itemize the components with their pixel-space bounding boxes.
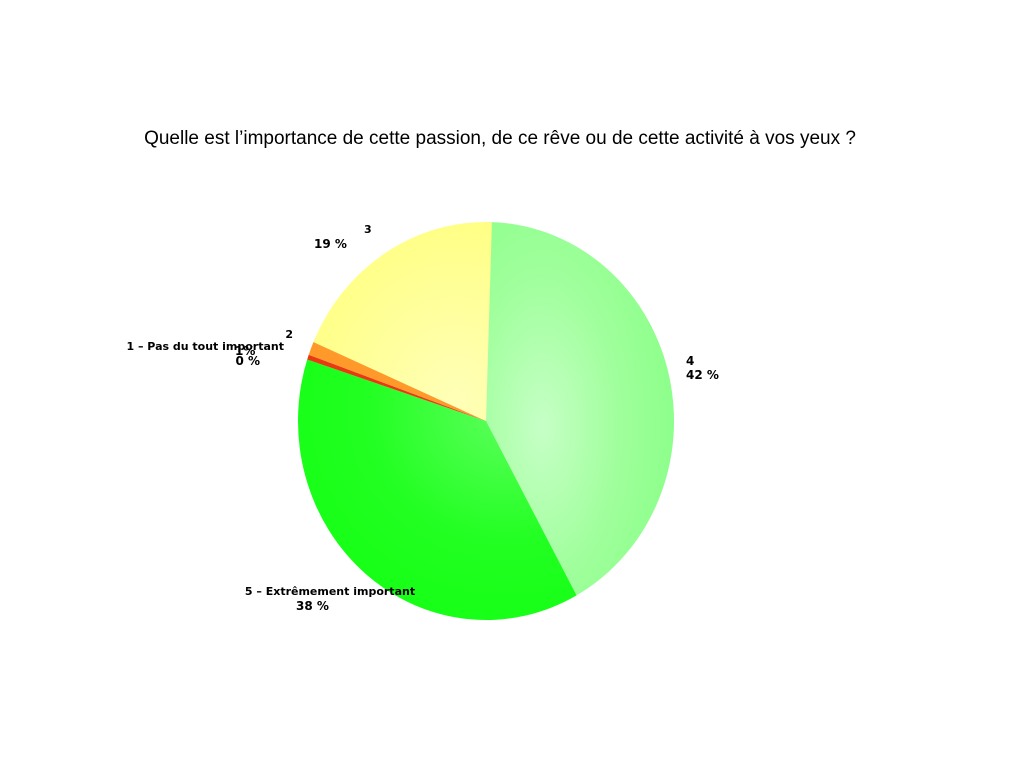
pie-slice-5 xyxy=(313,222,492,421)
slice-value-label: 19 % xyxy=(314,237,347,251)
label-slice-4: 4 42 % xyxy=(686,354,719,382)
slice-value-label: 1% xyxy=(235,344,256,358)
pie-slice-1 xyxy=(486,222,675,596)
slice-category-label: 3 xyxy=(364,223,372,236)
slice-category-label: 2 xyxy=(285,328,293,341)
label-slice-3: 3 19 % xyxy=(314,223,372,251)
slice-category-label: 4 xyxy=(686,354,695,368)
slice-category-label: 1 – Pas du tout important xyxy=(126,340,284,353)
slice-value-label: 42 % xyxy=(686,368,719,382)
label-slice-2: 2 1% xyxy=(235,328,315,358)
slice-value-label: 0 % xyxy=(235,354,260,368)
label-slice-1: 1 – Pas du tout important 0 % xyxy=(60,340,284,368)
slice-value-label: 38 % xyxy=(296,599,329,613)
pie-slice-2 xyxy=(297,359,577,621)
pie-slice-3 xyxy=(307,354,486,421)
chart-title: Quelle est l’importance de cette passion… xyxy=(144,128,856,149)
slice-category-label: 5 – Extrêmement important xyxy=(244,585,416,598)
label-slice-5: 5 – Extrêmement important 38 % xyxy=(200,585,460,613)
pie-slice-4 xyxy=(308,341,486,421)
